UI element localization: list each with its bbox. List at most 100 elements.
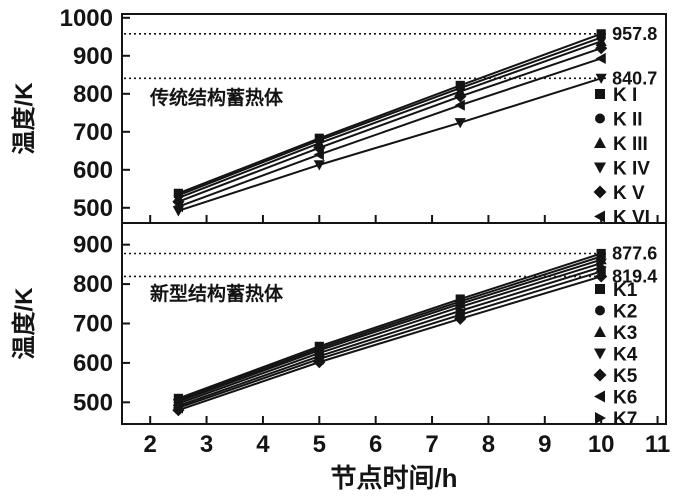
series-line xyxy=(178,270,602,409)
triangle-right-marker xyxy=(314,350,325,362)
annotation-value-label: 877.6 xyxy=(612,244,657,264)
legend-item: K3 xyxy=(594,323,637,344)
triangle-down-marker xyxy=(595,258,607,269)
series-k-vi xyxy=(172,52,606,213)
square-marker xyxy=(595,89,605,99)
circle-marker xyxy=(595,305,605,316)
square-marker xyxy=(595,284,605,294)
x-tick-label: 11 xyxy=(645,431,670,458)
annotation-value-label: 840.7 xyxy=(612,68,657,88)
legend-item: K II xyxy=(595,110,643,131)
triangle-left-marker xyxy=(172,201,183,213)
triangle-left-marker xyxy=(594,210,605,223)
diamond-marker xyxy=(454,90,467,103)
legend-label: K I xyxy=(613,85,637,106)
y-tick-label: 900 xyxy=(73,43,113,70)
series-line xyxy=(178,36,602,197)
legend-label: K III xyxy=(613,134,648,155)
triangle-down-marker xyxy=(595,73,607,84)
y-tick-label: 700 xyxy=(73,311,113,338)
legend-label: K IV xyxy=(613,159,650,180)
series-line xyxy=(178,57,602,208)
legend: K I K II K III K IV K V K VI xyxy=(593,85,650,229)
triangle-up-marker xyxy=(594,137,606,148)
legend-label: K2 xyxy=(613,302,637,323)
panel-title: 新型结构蓄热体 xyxy=(150,282,284,305)
series-line xyxy=(178,255,602,401)
x-tick-label: 7 xyxy=(425,431,438,458)
triangle-right-marker xyxy=(173,400,184,412)
diamond-marker xyxy=(595,42,608,55)
series-line xyxy=(178,32,602,195)
triangle-down-marker xyxy=(313,160,325,171)
triangle-left-marker xyxy=(313,149,324,161)
legend-item: K V xyxy=(593,183,645,204)
legend-item: K6 xyxy=(594,388,637,409)
legend-label: K1 xyxy=(613,280,638,301)
triangle-up-marker xyxy=(594,326,606,337)
series-line xyxy=(178,47,602,203)
y-tick-label: 1000 xyxy=(60,5,113,32)
legend-item: K IV xyxy=(594,159,650,180)
legend-label: K VI xyxy=(613,208,650,229)
legend-label: K5 xyxy=(613,366,638,387)
diamond-marker xyxy=(313,141,326,154)
legend-label: K3 xyxy=(613,323,637,344)
y-axis-label: 温度/K xyxy=(10,287,38,360)
series-line xyxy=(178,252,602,400)
x-axis-label: 节点时间/h xyxy=(330,463,457,493)
series-line xyxy=(178,275,602,412)
legend-item: K VI xyxy=(594,208,650,229)
y-tick-label: 800 xyxy=(73,271,113,298)
x-tick-label: 9 xyxy=(538,431,551,458)
x-tick-label: 2 xyxy=(144,431,157,458)
diamond-marker xyxy=(593,185,607,199)
legend-label: K II xyxy=(613,110,643,131)
triangle-right-marker xyxy=(595,412,606,424)
x-tick-label: 10 xyxy=(588,431,615,458)
triangle-up-marker xyxy=(595,35,607,46)
series-line xyxy=(178,40,602,199)
legend-item: K III xyxy=(594,134,648,155)
y-tick-label: 600 xyxy=(73,157,113,184)
series-line xyxy=(178,77,602,212)
series-k-iii xyxy=(172,35,607,203)
triangle-left-marker xyxy=(454,99,465,111)
x-tick-label: 5 xyxy=(313,431,326,458)
triangle-right-marker xyxy=(455,305,466,317)
legend-item: K I xyxy=(595,85,637,106)
annotation-value-label: 819.4 xyxy=(612,266,657,286)
x-tick-label: 6 xyxy=(369,431,382,458)
annotation-value-label: 957.8 xyxy=(612,24,657,44)
y-tick-label: 500 xyxy=(73,389,113,416)
legend-label: K4 xyxy=(613,345,638,366)
x-tick-label: 4 xyxy=(256,431,270,458)
diamond-marker xyxy=(595,270,608,283)
y-tick-label: 900 xyxy=(73,232,113,259)
legend-label: K7 xyxy=(613,409,637,430)
x-tick-label: 3 xyxy=(200,431,213,458)
circle-marker xyxy=(595,113,605,124)
series-line xyxy=(178,258,602,403)
triangle-left-marker xyxy=(594,390,605,403)
x-tick-label: 8 xyxy=(482,431,495,458)
series-line xyxy=(178,266,602,407)
y-tick-label: 500 xyxy=(73,195,113,222)
legend-item: K4 xyxy=(594,345,638,366)
triangle-right-marker xyxy=(596,261,607,273)
legend-item: K7 xyxy=(595,409,637,430)
legend-item: K2 xyxy=(595,302,637,323)
series-k7 xyxy=(173,261,607,412)
triangle-down-marker xyxy=(594,162,606,174)
legend-item: K1 xyxy=(595,280,638,301)
series-k-iv xyxy=(172,73,607,217)
legend-label: K6 xyxy=(613,388,637,409)
series-line xyxy=(178,262,602,405)
series-k-v xyxy=(172,42,608,208)
legend-label: K V xyxy=(613,183,645,204)
y-tick-label: 800 xyxy=(73,81,113,108)
legend-item: K5 xyxy=(593,366,638,387)
